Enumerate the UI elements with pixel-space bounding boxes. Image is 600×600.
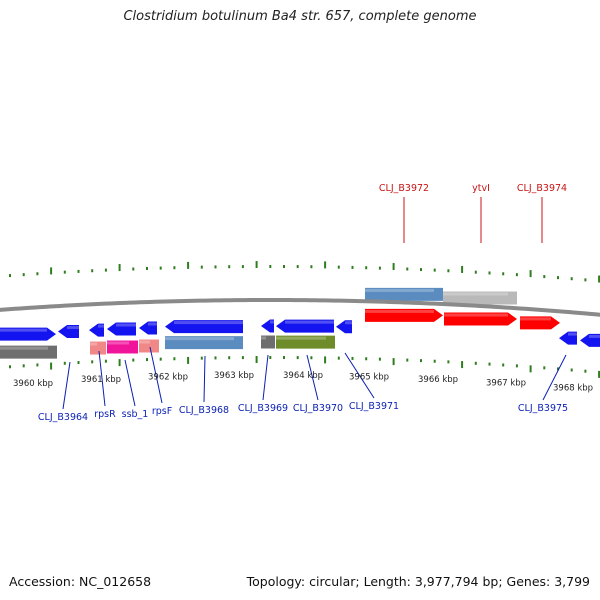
scale-label: 3964 kbp bbox=[283, 371, 323, 381]
gene-label: CLJ_B3972 bbox=[379, 183, 429, 194]
feature-arrow bbox=[0, 327, 56, 341]
inner-tick-track bbox=[9, 356, 600, 378]
feature-highlight bbox=[444, 313, 508, 317]
feature-arrow bbox=[261, 319, 274, 333]
scale-label: 3961 kbp bbox=[81, 375, 121, 385]
feature-highlight bbox=[148, 322, 157, 326]
feature-arrow bbox=[261, 335, 275, 349]
feature-track bbox=[0, 287, 600, 359]
feature-highlight bbox=[139, 340, 150, 344]
scale-labels: 3960 kbp 3961 kbp 3962 kbp 3963 kbp 3964 kbp… bbox=[13, 371, 593, 393]
scale-label: 3966 kbp bbox=[418, 375, 458, 385]
feature-highlight bbox=[365, 309, 434, 313]
topology-label: Topology: circular; Length: 3,977,794 bp… bbox=[246, 574, 590, 589]
feature-arrow bbox=[165, 336, 243, 350]
gene-label: CLJ_B3968 bbox=[179, 405, 229, 416]
feature-arrow bbox=[0, 345, 57, 359]
leader-line bbox=[62, 361, 71, 410]
gene-label: CLJ_B3969 bbox=[238, 403, 288, 414]
leader-line bbox=[124, 359, 136, 407]
feature-highlight bbox=[443, 292, 508, 296]
gene-label: CLJ_B3964 bbox=[38, 412, 88, 423]
feature-arrow bbox=[107, 322, 136, 336]
feature-highlight bbox=[270, 320, 274, 324]
feature-highlight bbox=[276, 336, 326, 340]
scale-label: 3962 kbp bbox=[148, 372, 188, 382]
feature-highlight bbox=[261, 336, 266, 340]
feature-highlight bbox=[174, 321, 243, 325]
feature-arrow bbox=[444, 312, 517, 326]
feature-highlight bbox=[0, 346, 48, 350]
feature-arrow bbox=[139, 339, 159, 353]
leader-line bbox=[344, 352, 375, 399]
scale-label: 3965 kbp bbox=[349, 372, 389, 382]
genome-title: Clostridium botulinum Ba4 str. 657, comp… bbox=[123, 9, 477, 24]
feature-arrow bbox=[559, 331, 577, 345]
feature-arrow bbox=[520, 316, 560, 330]
scale-label: 3960 kbp bbox=[13, 379, 53, 389]
gene-label: rpsR bbox=[94, 409, 116, 420]
gene-labels: CLJ_B3972 ytvI CLJ_B3974 CLJ_B3964 rpsR ssb_1… bbox=[38, 183, 568, 423]
feature-highlight bbox=[67, 326, 79, 330]
feature-highlight bbox=[568, 332, 577, 336]
leader-line bbox=[98, 350, 106, 407]
feature-arrow bbox=[580, 333, 600, 347]
feature-arrow bbox=[165, 320, 243, 334]
feature-arrow bbox=[107, 340, 138, 354]
feature-arrow bbox=[90, 341, 106, 355]
outer-tick-track bbox=[9, 261, 600, 283]
feature-arrow bbox=[139, 321, 157, 335]
gene-label: ssb_1 bbox=[122, 409, 149, 420]
feature-highlight bbox=[365, 288, 434, 292]
leader-line bbox=[203, 355, 206, 403]
label-leaders bbox=[62, 197, 567, 410]
feature-arrow bbox=[58, 325, 79, 339]
leader-line bbox=[149, 346, 163, 404]
gene-label: ytvI bbox=[472, 183, 490, 194]
feature-arrow bbox=[276, 335, 335, 349]
feature-highlight bbox=[165, 337, 234, 341]
feature-highlight bbox=[345, 321, 352, 325]
feature-highlight bbox=[285, 320, 334, 324]
feature-highlight bbox=[589, 334, 600, 338]
gene-label: CLJ_B3975 bbox=[518, 403, 568, 414]
feature-arrow bbox=[365, 287, 443, 301]
feature-arrow bbox=[365, 308, 443, 322]
gene-label: rpsF bbox=[152, 406, 172, 417]
scale-label: 3968 kbp bbox=[553, 384, 593, 394]
feature-highlight bbox=[520, 317, 551, 321]
gene-label: CLJ_B3970 bbox=[293, 403, 343, 414]
feature-arrow bbox=[276, 319, 334, 333]
feature-highlight bbox=[107, 341, 129, 345]
gene-label: CLJ_B3974 bbox=[517, 183, 567, 194]
feature-arrow bbox=[443, 291, 517, 305]
leader-line bbox=[262, 354, 269, 401]
scale-label: 3963 kbp bbox=[214, 371, 254, 381]
feature-arrow bbox=[89, 323, 104, 337]
accession-label: Accession: NC_012658 bbox=[9, 574, 152, 589]
gene-label: CLJ_B3971 bbox=[349, 401, 399, 412]
genome-backbone bbox=[0, 298, 600, 317]
scale-label: 3967 kbp bbox=[486, 379, 526, 389]
feature-arrow bbox=[336, 320, 352, 334]
feature-highlight bbox=[116, 323, 136, 327]
leader-line bbox=[542, 354, 567, 401]
feature-highlight bbox=[90, 342, 97, 346]
feature-highlight bbox=[0, 328, 47, 332]
feature-highlight bbox=[98, 324, 104, 328]
leader-line bbox=[306, 354, 319, 401]
